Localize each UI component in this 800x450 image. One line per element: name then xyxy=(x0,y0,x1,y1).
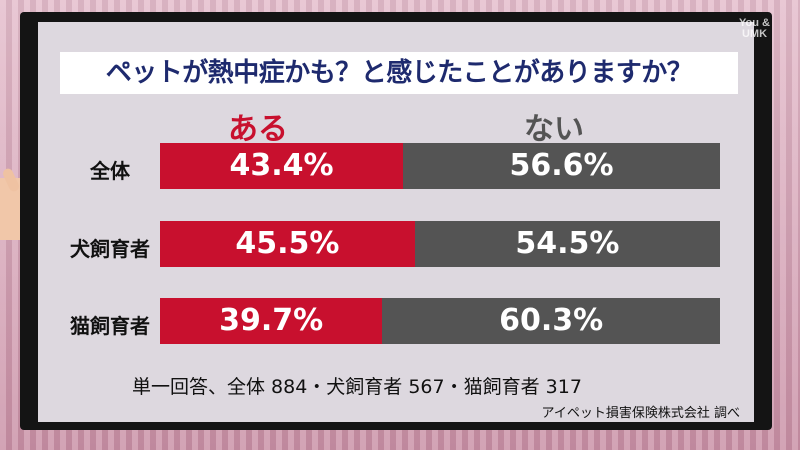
title-band: ペットが熱中症かも？と感じたことがありますか？ xyxy=(60,52,738,94)
chart-title: ペットが熱中症かも？と感じたことがありますか？ xyxy=(105,58,693,88)
bar-track: 43.4% 56.6% xyxy=(160,143,720,189)
bar-no xyxy=(403,143,720,189)
data-label-yes: 45.5% xyxy=(235,226,340,261)
category-label: 猫飼育者 xyxy=(70,314,150,338)
watermark-line-1: You & xyxy=(739,17,770,29)
bar-yes xyxy=(160,143,404,189)
data-label-yes: 39.7% xyxy=(219,303,324,338)
bar-track: 39.7% 60.3% xyxy=(160,298,720,344)
bar-no xyxy=(382,298,720,344)
legend-yes: ある xyxy=(228,112,288,147)
category-label: 全体 xyxy=(90,159,130,183)
sample-note: 単一回答、全体 884・犬飼育者 567・猫飼育者 317 xyxy=(132,376,582,398)
data-label-no: 60.3% xyxy=(499,303,604,338)
bar-no xyxy=(414,221,720,267)
data-label-no: 56.6% xyxy=(509,148,614,183)
data-label-no: 54.5% xyxy=(515,226,620,261)
bar-track: 45.5% 54.5% xyxy=(160,221,720,267)
data-label-yes: 43.4% xyxy=(229,148,334,183)
bar-yes xyxy=(160,221,415,267)
bar-yes xyxy=(160,298,383,344)
channel-watermark: You & UMK xyxy=(739,18,770,40)
watermark-line-2: UMK xyxy=(741,28,768,40)
category-label: 犬飼育者 xyxy=(70,237,150,261)
legend-no: ない xyxy=(524,112,584,147)
source-credit: アイペット損害保険株式会社 調べ xyxy=(541,406,740,421)
